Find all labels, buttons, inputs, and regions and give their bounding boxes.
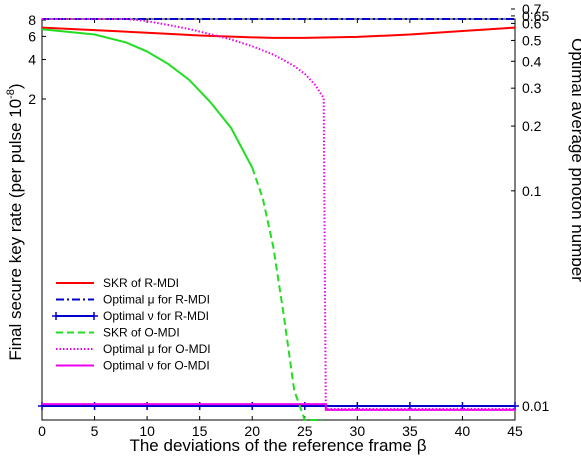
y-right-tick-label: 0.6 (522, 15, 542, 31)
y-right-tick-label: 0.7 (522, 1, 542, 17)
x-tick-label: 45 (507, 423, 523, 439)
y-left-axis-label-exponent: -8 (5, 89, 17, 99)
series-line-4 (41, 28, 254, 169)
legend-label-6: Optimal ν for O-MDI (103, 359, 210, 373)
y-right-tick-label: 0.5 (522, 32, 542, 48)
y-left-axis-label: Final secure key rate (per pulse 10-8) (5, 83, 25, 360)
y-right-tick-label: 0.2 (522, 118, 542, 134)
legend: SKR of R-MDI Optimal μ for R-MDI Optimal ν… (52, 276, 211, 373)
x-tick-label: 5 (91, 423, 99, 439)
y-right-tick-label: 0.1 (522, 183, 542, 199)
y-right-tick-label: 0.3 (522, 80, 542, 96)
y-left-tick-label: 4 (28, 52, 36, 68)
legend-label-1: SKR of R-MDI (103, 276, 179, 290)
series-line-5 (42, 18, 515, 410)
legend-label-4: SKR of O-MDI (103, 326, 180, 340)
y-right-tick-label: 0.4 (522, 53, 542, 69)
y-right-tick-labels: 0.70.650.60.5 0.4 0.3 0.2 0.1 0.01 (522, 1, 549, 414)
y-right-tick-label: 0.01 (522, 398, 549, 414)
y-right-tick-label: 0.65 (522, 8, 549, 24)
x-tick-labels: 0 5 10 15 20 25 30 35 40 45 (38, 423, 523, 439)
y-right-axis-label: Optimal average photon number (568, 38, 581, 282)
series-line-3-marker (511, 402, 519, 410)
legend-label-5: Optimal μ for O-MDI (103, 342, 211, 356)
series-lines (38, 18, 519, 421)
y-left-tick-label: 8 (28, 12, 36, 28)
x-tick-label: 40 (455, 423, 471, 439)
y-left-tick-labels: 86 4 2 (28, 12, 36, 107)
series-line-3-marker (458, 402, 467, 410)
legend-swatch-marker (90, 312, 98, 320)
series-line-1 (41, 26, 516, 39)
x-tick-label: 15 (192, 423, 208, 439)
x-tick-label: 20 (244, 423, 260, 439)
legend-swatch-marker (52, 312, 60, 320)
x-tick-label: 35 (402, 423, 418, 439)
y-left-axis-label-close: ) (6, 83, 25, 89)
series-line-3-marker (353, 402, 362, 410)
y-left-axis-label-main: Final secure key rate (per pulse 10 (6, 99, 25, 361)
legend-label-3: Optimal ν for R-MDI (103, 309, 209, 323)
series-line-6 (42, 403, 515, 411)
x-axis-label: The deviations of the reference frame β (129, 436, 426, 455)
series-line-3-marker (405, 402, 414, 410)
x-tick-label: 0 (38, 423, 46, 439)
x-tick-label: 30 (350, 423, 366, 439)
series-line-4-dashed (251, 167, 323, 421)
plot-area (41, 18, 516, 421)
y-left-tick-label: 6 (28, 28, 36, 44)
x-tick-label: 25 (297, 423, 313, 439)
x-tick-label: 10 (139, 423, 155, 439)
y-left-tick-label: 2 (28, 91, 36, 107)
legend-label-2: Optimal μ for R-MDI (103, 293, 210, 307)
